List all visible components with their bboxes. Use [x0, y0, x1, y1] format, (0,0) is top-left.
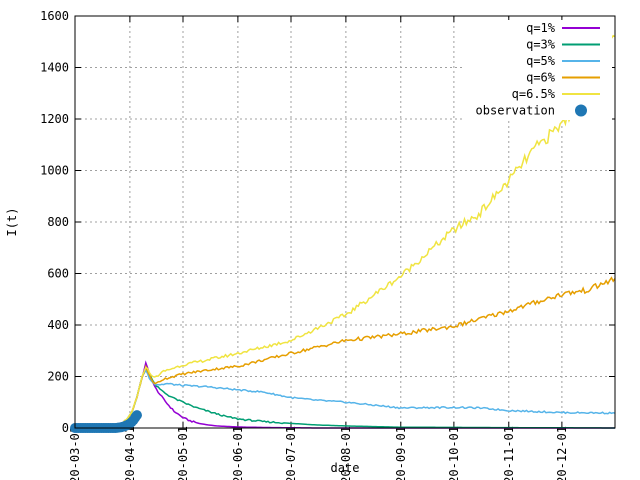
plot-frame	[74, 15, 616, 429]
y-tick-label: 1200	[40, 112, 69, 126]
y-tick-label: 1400	[40, 61, 69, 75]
y-tick-label: 200	[47, 370, 69, 384]
y-axis-label: I(t)	[5, 208, 19, 237]
legend-label: q=6%	[526, 71, 556, 85]
series-line	[74, 368, 616, 429]
x-tick-label: 2020-08-01	[339, 426, 353, 480]
grid	[75, 16, 615, 428]
y-tick-label: 800	[47, 215, 69, 229]
legend-label: q=3%	[526, 38, 556, 52]
ticks: 0 200 400 600 800 1000 1200 1400 1600 2020-03-01 2…	[40, 9, 615, 480]
legend-background	[462, 20, 612, 120]
x-axis-label: date	[331, 461, 360, 475]
y-tick-label: 0	[62, 421, 69, 435]
x-tick-label: 2020-09-01	[394, 426, 408, 480]
y-tick-label: 1000	[40, 164, 69, 178]
legend-label: q=5%	[526, 54, 556, 68]
x-tick-label: 2020-07-01	[284, 426, 298, 480]
y-tick-label: 1600	[40, 9, 69, 23]
x-tick-label: 2020-04-01	[123, 426, 137, 480]
legend-label: q=1%	[526, 21, 556, 35]
legend-label: q=6.5%	[512, 87, 556, 101]
y-tick-label: 600	[47, 267, 69, 281]
legend-swatch	[575, 104, 587, 117]
series-line	[74, 34, 616, 429]
x-tick-label: 2020-10-01	[447, 426, 461, 480]
legend-label: observation	[476, 104, 555, 118]
x-tick-label: 2020-12-01	[555, 426, 569, 480]
series-line	[74, 360, 615, 429]
legend: q=1% q=3% q=5% q=6% q=6.5% observation	[462, 20, 612, 120]
x-tick-label: 2020-06-01	[231, 426, 245, 480]
x-tick-label: 2020-05-01	[176, 426, 190, 480]
series-line	[74, 276, 616, 429]
y-tick-label: 400	[47, 318, 69, 332]
x-tick-label: 2020-11-01	[502, 426, 516, 480]
observation-point	[131, 410, 142, 421]
x-tick-label: 2020-03-01	[68, 426, 82, 480]
